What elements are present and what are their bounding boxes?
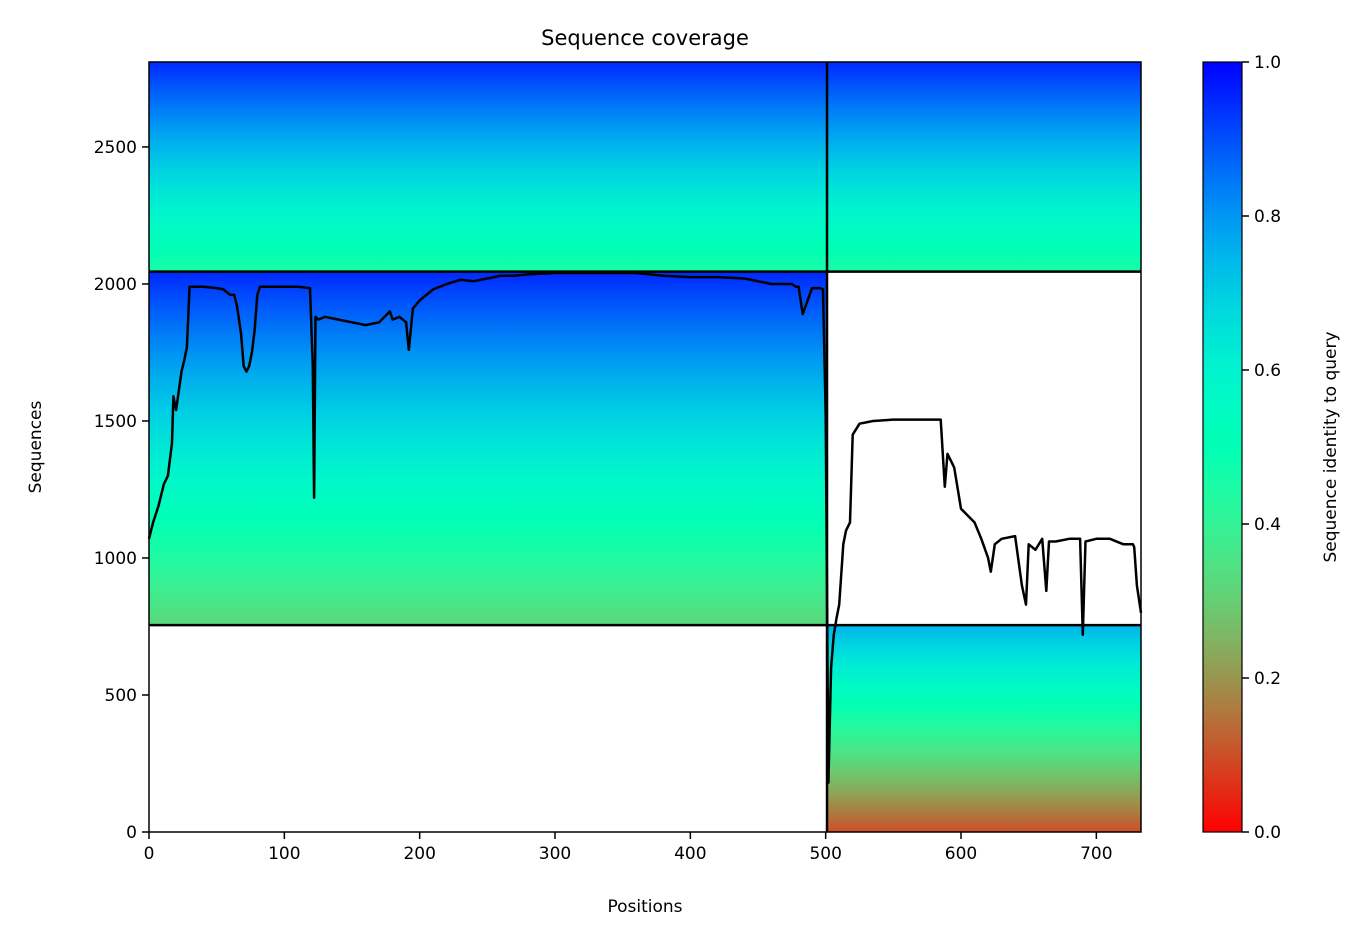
coverage-block-chain-B (827, 625, 1141, 832)
colorbar-tick-label: 0.0 (1254, 823, 1281, 843)
colorbar-label: Sequence identity to query (1321, 331, 1341, 562)
plot-area (147, 62, 1143, 832)
colorbar-gradient (1202, 61, 1243, 833)
y-tick-label: 2000 (94, 275, 137, 295)
y-tick-label: 0 (126, 823, 137, 843)
coverage-block-paired (149, 62, 1141, 272)
y-tick-label: 500 (105, 686, 137, 706)
y-tick-label: 1500 (94, 412, 137, 432)
x-tick-label: 100 (268, 844, 300, 864)
x-tick-label: 700 (1080, 844, 1112, 864)
coverage-block-chain-A (149, 271, 828, 626)
y-axis-label: Sequences (26, 401, 46, 494)
colorbar-tick-label: 0.6 (1254, 361, 1281, 381)
colorbar-tick-label: 0.4 (1254, 515, 1281, 535)
y-tick-label: 1000 (94, 549, 137, 569)
colorbar-tick-label: 0.2 (1254, 669, 1281, 689)
colorbar: 0.0 0.2 0.4 0.6 0.8 1.0 (1202, 53, 1281, 843)
coverage-line (147, 271, 1143, 784)
colorbar-tick-label: 1.0 (1254, 53, 1281, 73)
x-tick-label: 0 (144, 844, 155, 864)
x-axis-label: Positions (607, 897, 682, 917)
x-tick-label: 300 (539, 844, 571, 864)
x-tick-label: 600 (945, 844, 977, 864)
x-tick-label: 200 (403, 844, 435, 864)
x-tick-label: 400 (674, 844, 706, 864)
chart-title: Sequence coverage (541, 26, 749, 50)
axes-layer: 0 100 200 300 400 500 600 700 0 500 1000 1500 2000 25… (94, 61, 1142, 864)
x-tick-label: 500 (809, 844, 841, 864)
plot-frame (148, 61, 1142, 833)
y-tick-label: 2500 (94, 138, 137, 158)
colorbar-tick-label: 0.8 (1254, 207, 1281, 227)
